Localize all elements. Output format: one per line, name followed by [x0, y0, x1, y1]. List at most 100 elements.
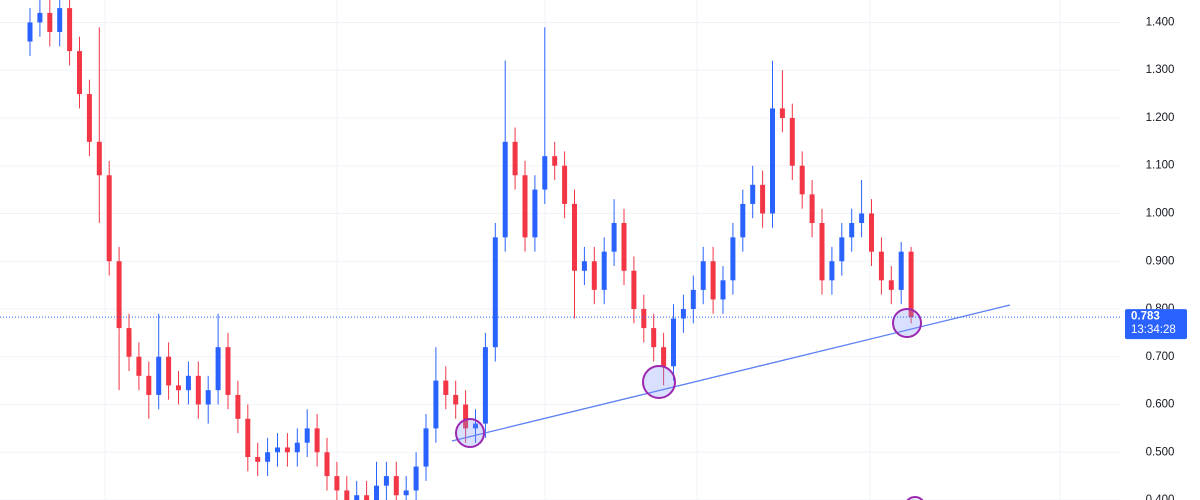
candle-body [383, 476, 389, 486]
candle-body [77, 51, 82, 95]
candle-body [898, 251, 904, 290]
candle-body [284, 447, 290, 453]
drawings [451, 304, 1011, 500]
candles [27, 0, 914, 500]
candle-body [839, 237, 845, 262]
candle-body [403, 490, 409, 496]
candle-body [492, 237, 498, 348]
candle-body [482, 347, 488, 424]
candle-body [37, 12, 43, 23]
y-tick-label: 1.200 [1146, 112, 1175, 124]
y-tick-label: 0.900 [1146, 255, 1175, 267]
last-price-box [1125, 309, 1187, 340]
candle-body [57, 8, 63, 32]
candle-body [730, 237, 736, 281]
candle-body [849, 223, 855, 238]
price-axis: 0.4000.5000.6000.7000.8000.9001.0001.100… [0, 16, 1187, 500]
candle-body [136, 356, 142, 376]
candle-body [275, 447, 280, 453]
candle-body [819, 223, 825, 281]
candle-body [552, 156, 558, 166]
candle-body [443, 380, 449, 395]
touch-circle [455, 418, 485, 448]
candle-body [413, 466, 419, 491]
touch-circle [892, 308, 922, 338]
candle-body [700, 261, 706, 290]
candle-body [156, 356, 162, 395]
candle-body [324, 452, 330, 477]
touch-circle [642, 365, 676, 399]
candle-body [522, 175, 528, 238]
y-tick-label: 0.500 [1146, 446, 1175, 458]
trend-line [451, 304, 1011, 442]
candle-body [859, 213, 865, 224]
y-tick-label: 1.100 [1146, 160, 1175, 172]
candle-body [344, 490, 350, 500]
candle-body [680, 308, 686, 319]
candle-body [334, 476, 340, 491]
candle-body [750, 184, 756, 204]
candle-body [720, 280, 726, 300]
candle-body [770, 108, 775, 214]
candle-body [185, 375, 191, 391]
candle-body [869, 213, 874, 252]
y-tick-label: 1.400 [1146, 16, 1175, 28]
candle-body [690, 289, 696, 309]
touch-circle [906, 496, 924, 500]
candle-body [888, 280, 894, 290]
candle-body [562, 165, 568, 204]
candle-body [473, 423, 478, 429]
candle-body [27, 22, 33, 42]
candle-body [453, 394, 459, 405]
last-price-label: 0.783 [1131, 311, 1160, 323]
candle-body [631, 270, 637, 309]
candle-body [740, 203, 746, 238]
candle-body [809, 194, 815, 224]
y-tick-label: 1.000 [1146, 207, 1175, 219]
candle-body [829, 261, 835, 281]
candle-body [621, 223, 627, 271]
candle-body [126, 328, 132, 357]
candle-body [572, 203, 577, 271]
candle-body [710, 261, 716, 300]
candle-body [265, 452, 271, 462]
candle-body [47, 12, 53, 32]
candle-body [532, 189, 538, 238]
y-tick-label: 0.400 [1146, 494, 1175, 500]
candle-body [542, 156, 548, 190]
candle-body [908, 251, 914, 318]
candle-body [878, 251, 884, 281]
candle-body [651, 328, 657, 348]
candle-body [166, 356, 172, 386]
candle-body [146, 375, 152, 395]
candle-body [235, 394, 241, 419]
candle-body [423, 428, 429, 467]
candle-body [225, 347, 231, 395]
candle-body [314, 428, 320, 453]
candle-body [67, 8, 73, 52]
candle-body [245, 418, 251, 458]
candle-body [779, 108, 785, 118]
candle-body [760, 184, 766, 214]
candle-body [581, 261, 587, 271]
candle-body [591, 261, 597, 290]
candle-body [502, 141, 508, 238]
y-tick-label: 1.300 [1146, 64, 1175, 76]
candle-body [364, 495, 370, 500]
candle-body [304, 428, 310, 443]
candle-body [176, 385, 181, 391]
candle-body [86, 94, 92, 142]
candle-body [433, 380, 439, 429]
candle-body [512, 141, 518, 176]
candle-body [116, 261, 122, 329]
candle-body [463, 404, 469, 429]
candle-body [789, 117, 795, 166]
candle-body [671, 318, 676, 367]
candle-body [611, 223, 617, 252]
candle-body [354, 495, 360, 500]
candle-body [393, 476, 399, 496]
countdown-label: 13:34:28 [1131, 324, 1176, 336]
candle-body [374, 485, 379, 500]
